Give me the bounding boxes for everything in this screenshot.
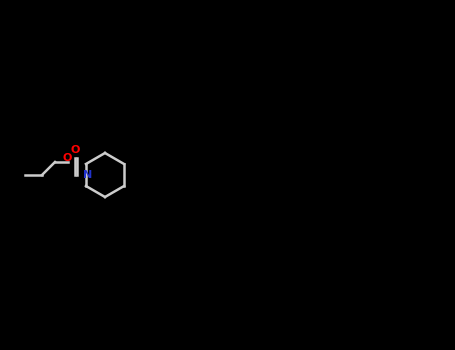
Text: O: O: [62, 153, 72, 163]
Text: N: N: [83, 170, 93, 180]
Text: O: O: [71, 145, 80, 155]
